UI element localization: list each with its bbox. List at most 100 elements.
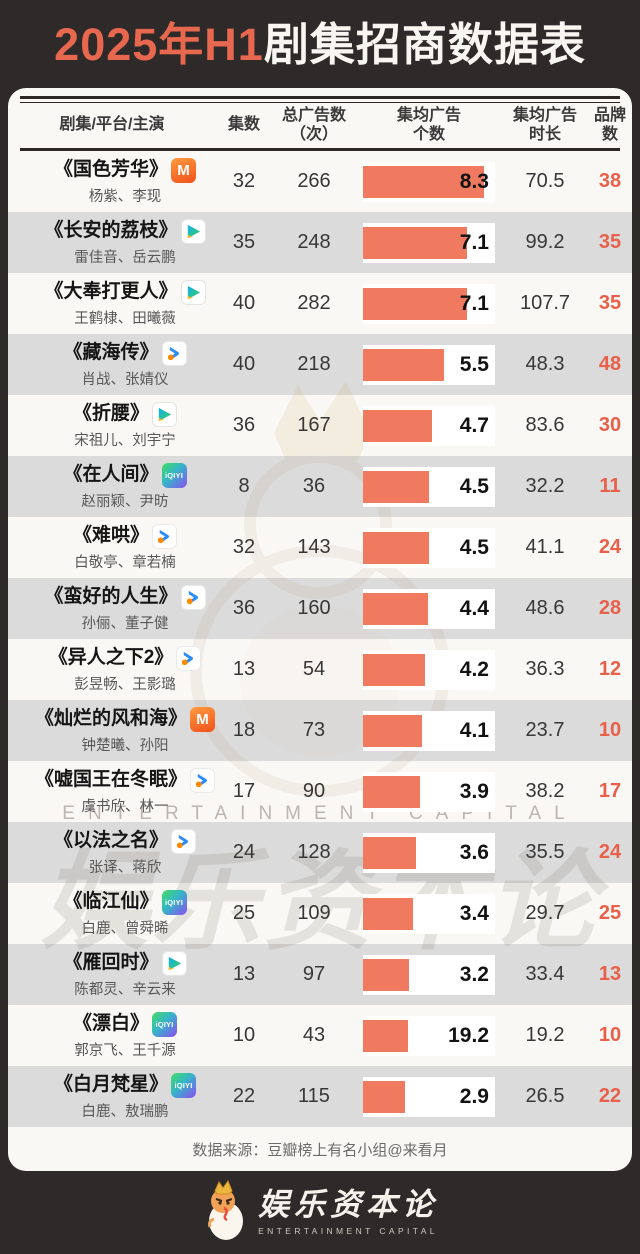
avg-ads-value: 3.4: [459, 901, 489, 925]
avg-duration-value: 35.5: [525, 841, 565, 863]
episodes-value: 40: [232, 292, 256, 314]
table-row: 《藏海传》 肖战、张婧仪 40 218 5.5 48.3 48: [8, 334, 632, 395]
page-title-rest: 剧集招商数据表: [263, 18, 586, 70]
total-ads-value: 218: [297, 353, 331, 375]
avg-duration-value: 32.2: [525, 475, 565, 497]
total-ads-value: 248: [297, 231, 331, 253]
show-cell: 《蛮好的人生》孙俪、董子健: [8, 584, 216, 633]
avg-duration-value: 48.3: [525, 353, 565, 375]
bar-track: 5.5: [363, 344, 495, 385]
brand-count-value: 10: [598, 1024, 622, 1046]
total-ads-value: 73: [302, 719, 326, 741]
brand-count-value: 38: [598, 170, 622, 192]
show-actors: 宋祖儿、刘宇宁: [74, 432, 176, 449]
table-row: 《在人间》 iQIYI 赵丽颖、尹昉 8 36 4.5 32.2 11: [8, 456, 632, 517]
show-actors: 孙俪、董子健: [81, 615, 169, 632]
episodes-value: 8: [238, 475, 250, 497]
mascot-icon: [202, 1179, 248, 1246]
avg-ads-value: 3.6: [459, 840, 489, 864]
bar-fill: [363, 470, 429, 503]
table-row: 《大奉打更人》 王鹤棣、田曦薇 40 282 7.1 107.7 35: [8, 273, 632, 334]
show-cell: 《难哄》 白敬亭、章若楠: [8, 523, 216, 572]
avg-duration-value: 19.2: [525, 1024, 565, 1046]
show-actors: 钟楚曦、孙阳: [81, 737, 169, 754]
episodes-value: 24: [232, 841, 256, 863]
bar-track: 3.6: [363, 832, 495, 873]
avg-ads-bar-cell: 5.5: [356, 344, 502, 385]
show-cell: 《嘘国王在冬眠》虞书欣、林一: [8, 767, 216, 816]
tencent-video-icon: [180, 218, 206, 244]
episodes-value: 32: [232, 536, 256, 558]
total-ads-value: 266: [297, 170, 331, 192]
youku-icon: [161, 340, 187, 366]
show-cell: 《折腰》 宋祖儿、刘宇宁: [8, 401, 216, 450]
bar-fill: [363, 958, 410, 991]
avg-ads-bar-cell: 4.7: [356, 405, 502, 446]
show-cell: 《藏海传》 肖战、张婧仪: [8, 340, 216, 389]
show-cell: 《临江仙》 iQIYI 白鹿、曾舜晞: [8, 889, 216, 938]
avg-ads-value: 7.1: [459, 291, 489, 315]
avg-duration-value: 41.1: [525, 536, 565, 558]
bar-track: 3.2: [363, 954, 495, 995]
show-cell: 《以法之名》 张译、蒋欣: [8, 828, 216, 877]
bar-fill: [363, 592, 428, 625]
data-source-note: 数据来源：豆瓣榜上有名小组@来看月: [192, 1141, 448, 1159]
top-double-rule: [20, 96, 620, 103]
avg-ads-bar-cell: 7.1: [356, 222, 502, 263]
show-title: 《在人间》: [63, 464, 159, 486]
show-cell: 《灿烂的风和海》 M 钟楚曦、孙阳: [8, 706, 216, 755]
avg-ads-value: 4.5: [459, 535, 489, 559]
show-actors: 虞书欣、林一: [81, 798, 169, 815]
brand-count-value: 12: [598, 658, 622, 680]
youku-icon: [171, 828, 196, 854]
avg-ads-bar-cell: 3.2: [356, 954, 502, 995]
show-title: 《嘘国王在冬眠》: [34, 769, 187, 791]
table-row: 《临江仙》 iQIYI 白鹿、曾舜晞 25 109 3.4 29.7 25: [8, 883, 632, 944]
brand-count-value: 13: [598, 963, 622, 985]
youku-icon: [180, 584, 206, 610]
iqiyi-icon: iQIYI: [152, 1011, 177, 1037]
brand-count-value: 25: [598, 902, 622, 924]
col-header-show: 剧集/平台/主演: [59, 116, 165, 134]
bar-fill: [363, 348, 444, 381]
total-ads-value: 97: [302, 963, 326, 985]
total-ads-value: 54: [302, 658, 326, 680]
show-cell: 《大奉打更人》 王鹤棣、田曦薇: [8, 279, 216, 328]
avg-ads-bar-cell: 2.9: [356, 1076, 502, 1117]
bar-track: 3.9: [363, 771, 495, 812]
episodes-value: 25: [232, 902, 256, 924]
brand-count-value: 35: [598, 292, 622, 314]
avg-duration-value: 33.4: [525, 963, 565, 985]
show-title: 《蛮好的人生》: [44, 586, 178, 608]
show-cell: 《国色芳华》 M 杨紫、李现: [8, 157, 216, 206]
avg-ads-bar-cell: 3.9: [356, 771, 502, 812]
show-title: 《雁回时》: [63, 952, 159, 974]
mango-tv-icon: M: [171, 157, 196, 183]
avg-ads-value: 2.9: [459, 1084, 489, 1108]
bar-fill: [363, 226, 468, 259]
bar-track: 4.5: [363, 527, 495, 568]
table-row: 《长安的荔枝》 雷佳音、岳云鹏 35 248 7.1 99.2 35: [8, 212, 632, 273]
avg-ads-value: 19.2: [448, 1023, 489, 1047]
bar-track: 19.2: [363, 1015, 495, 1056]
youku-icon: [176, 645, 202, 671]
avg-duration-value: 26.5: [525, 1085, 565, 1107]
total-ads-value: 128: [297, 841, 331, 863]
show-title: 《大奉打更人》: [44, 281, 178, 303]
show-actors: 白鹿、曾舜晞: [81, 920, 169, 937]
bar-track: 7.1: [363, 283, 495, 324]
brand-count-value: 24: [598, 841, 622, 863]
episodes-value: 36: [232, 414, 256, 436]
brand-count-value: 35: [598, 231, 622, 253]
tencent-video-icon: [180, 279, 206, 305]
show-actors: 彭昱畅、王影璐: [74, 676, 176, 693]
data-table-card: 剧集/平台/主演 集数 总广告数 （次） 集均广告 个数 集均广告 时长 品牌数…: [8, 88, 632, 1171]
col-header-avg-duration: 集均广告 时长: [512, 107, 577, 143]
brand-count-value: 30: [598, 414, 622, 436]
episodes-value: 35: [232, 231, 256, 253]
show-title: 《异人之下2》: [48, 647, 174, 669]
brand-count-value: 48: [598, 353, 622, 375]
footer-brand-subtitle: ENTERTAINMENT CAPITAL: [258, 1225, 438, 1236]
show-cell: 《白月梵星》 iQIYI 白鹿、敖瑞鹏: [8, 1072, 216, 1121]
